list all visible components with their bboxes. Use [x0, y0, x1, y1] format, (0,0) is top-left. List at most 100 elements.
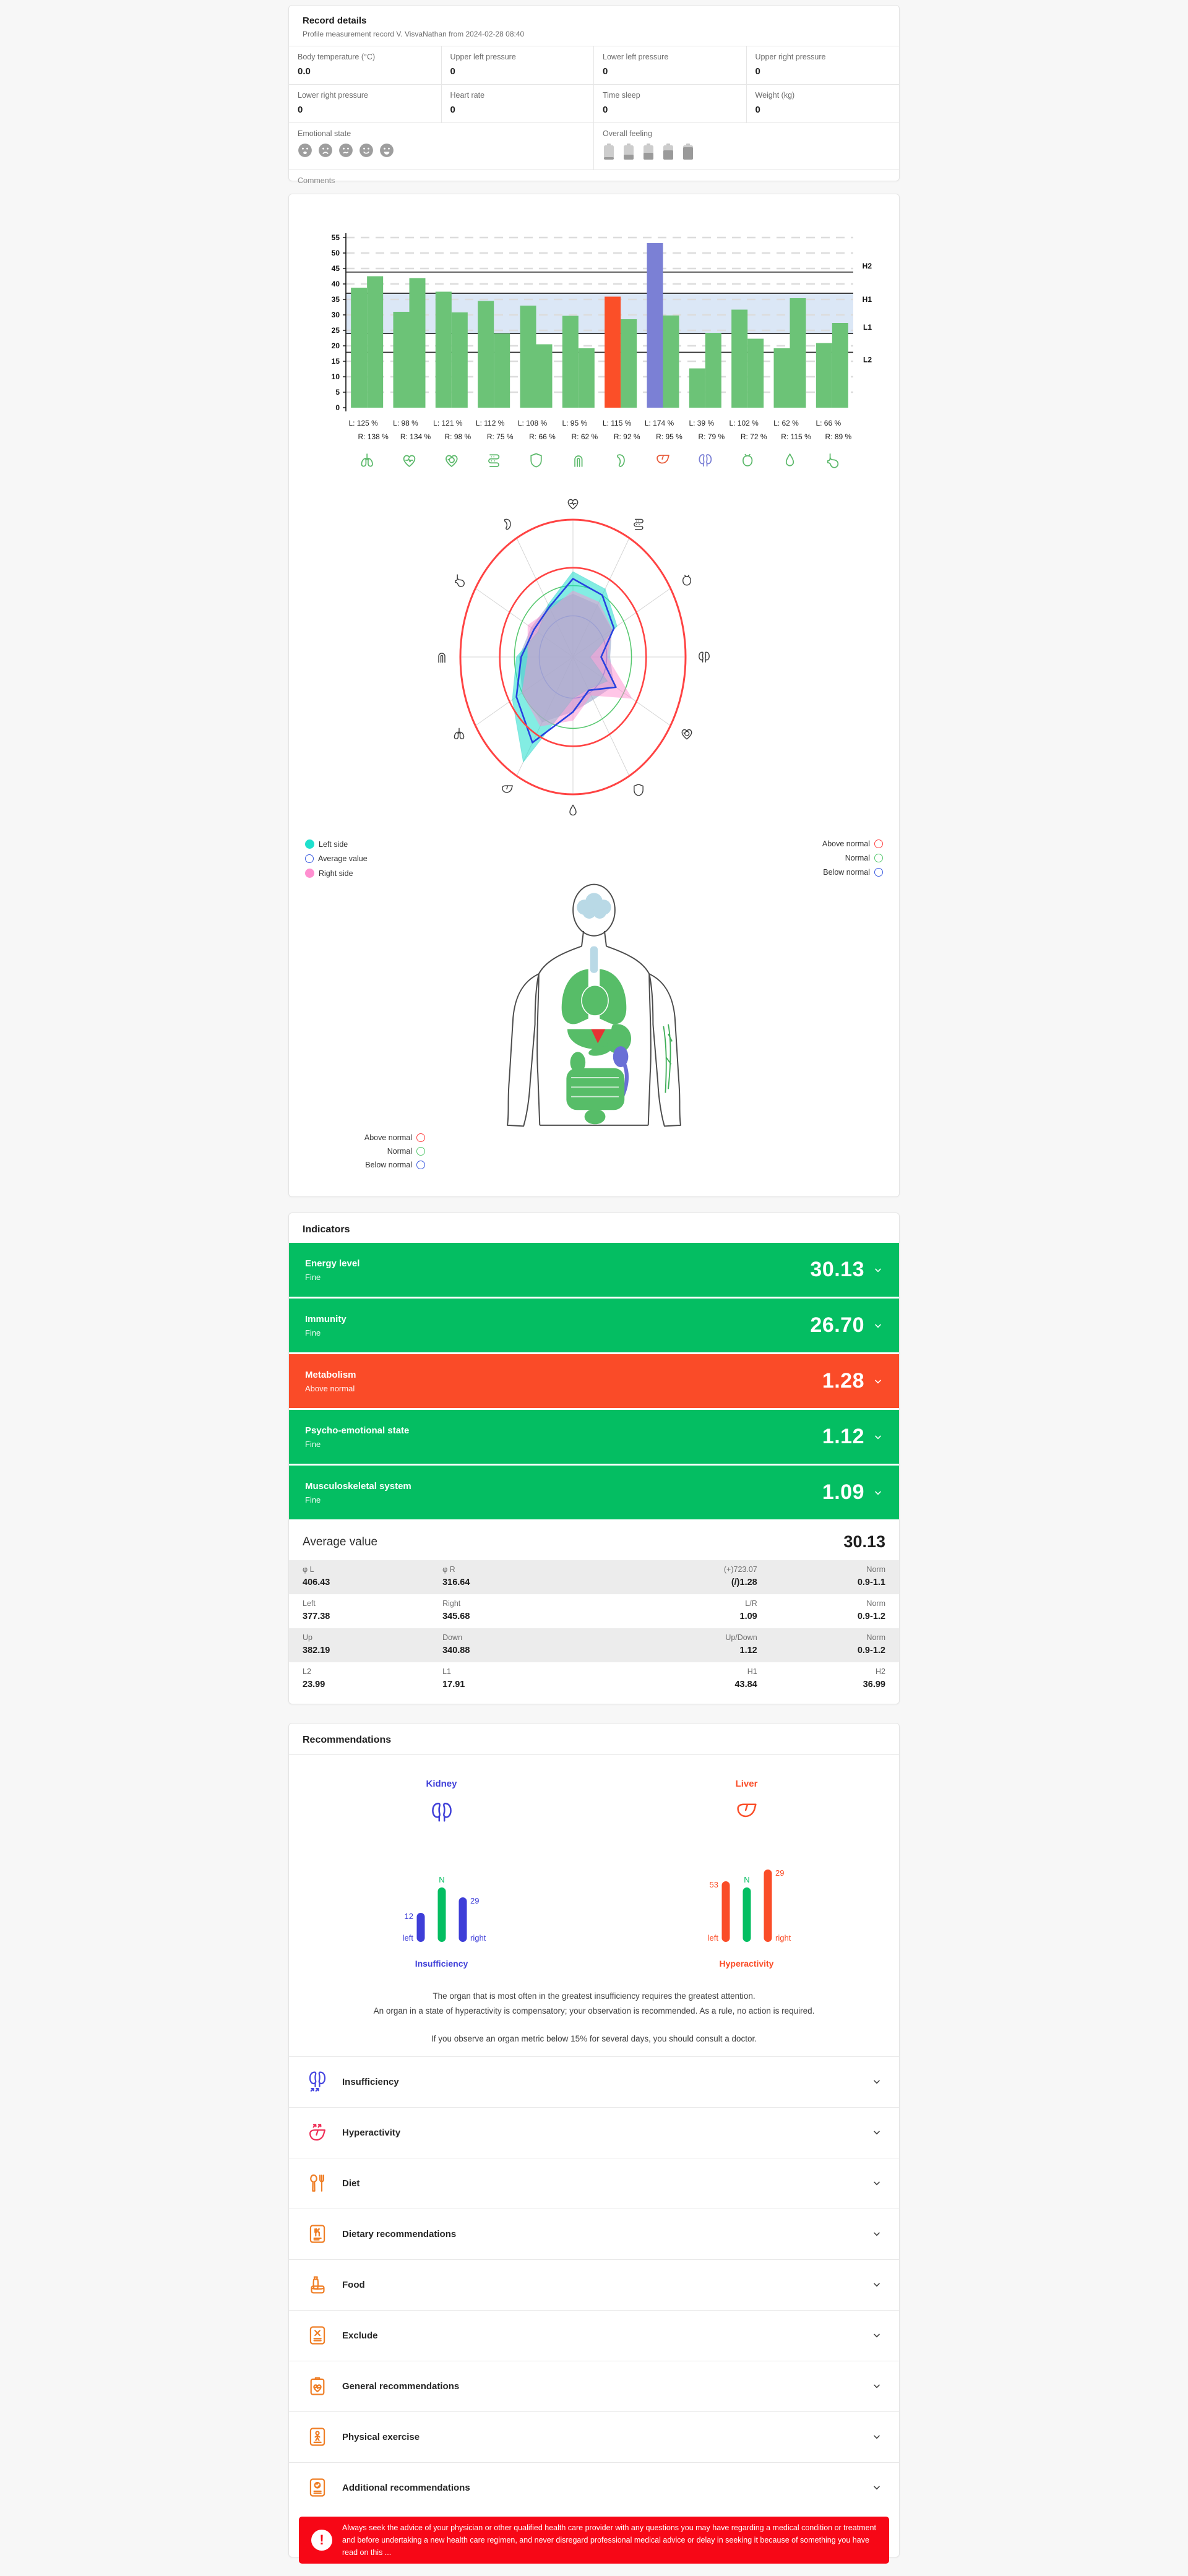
overall-feeling-cell: Overall feeling: [594, 123, 899, 170]
smile-face-icon[interactable]: [359, 143, 374, 161]
bar-left-cardiovascular: [435, 291, 452, 408]
record-fields-grid: Body temperature (°C) 0.0 Upper left press…: [289, 46, 899, 123]
green-ring-swatch: [874, 854, 883, 862]
bar-right-intestines: [494, 333, 510, 408]
svg-text:L: 39 %: L: 39 %: [689, 419, 714, 427]
chevron-down-icon[interactable]: [873, 1265, 883, 1275]
average-cell: L1 17.91: [442, 1667, 582, 1691]
indicator-row-energy-level[interactable]: Energy level Fine 30.13: [289, 1243, 899, 1297]
comments-field[interactable]: Comments: [298, 176, 335, 185]
average-cell: Norm 0.9-1.2: [757, 1633, 885, 1657]
svg-text:N: N: [744, 1875, 749, 1884]
battery-100-icon[interactable]: [682, 143, 694, 163]
chevron-down-icon[interactable]: [872, 2381, 882, 2391]
average-cell: φ R 316.64: [442, 1565, 582, 1589]
svg-text:H2: H2: [863, 262, 872, 270]
grin-face-icon[interactable]: [379, 143, 394, 161]
svg-text:29: 29: [470, 1896, 479, 1905]
chevron-down-icon[interactable]: [873, 1432, 883, 1442]
svg-text:R: 115 %: R: 115 %: [781, 432, 811, 441]
note-line: If you observe an organ metric below 15%…: [431, 2034, 757, 2044]
indicator-state: Fine: [305, 1272, 321, 1282]
overall-feeling-label: Overall feeling: [603, 129, 652, 138]
svg-text:L: 108 %: L: 108 %: [518, 419, 548, 427]
indicator-name: Musculoskeletal system: [305, 1480, 411, 1492]
bar-left-lungs: [351, 288, 368, 408]
svg-text:25: 25: [332, 326, 340, 335]
bar-right-stomach: [832, 323, 848, 408]
cardiovascular-icon: [446, 455, 458, 467]
battery-40-icon[interactable]: [622, 143, 635, 163]
radar-chart-svg: [438, 499, 710, 816]
chevron-down-icon[interactable]: [873, 1488, 883, 1498]
body-status-legend: Above normal Normal Below normal: [289, 1133, 425, 1169]
accordion-diet[interactable]: Diet: [289, 2157, 899, 2209]
indicator-row-immunity[interactable]: Immunity Fine 26.70: [289, 1299, 899, 1352]
svg-text:R: 75 %: R: 75 %: [487, 432, 514, 441]
accordion-physical-exercise[interactable]: Physical exercise: [289, 2411, 899, 2462]
record-field: Lower left pressure 0: [594, 46, 747, 85]
bar-left-bladder: [731, 309, 748, 408]
accordion-hyperactivity[interactable]: Hyperactivity: [289, 2106, 899, 2158]
cell-label: Up: [303, 1633, 312, 1642]
accordion-food[interactable]: Food: [289, 2259, 899, 2310]
organ-caption: Hyperactivity: [719, 1959, 774, 1968]
indicator-rows: Energy level Fine 30.13 Immunity Fine 26.70 Me…: [289, 1243, 899, 1519]
svg-text:R: 138 %: R: 138 %: [358, 432, 389, 441]
colon-icon: [438, 653, 446, 663]
average-cell: L/R 1.09: [582, 1599, 757, 1623]
emotional-state-picker[interactable]: [298, 143, 585, 161]
chevron-down-icon[interactable]: [872, 2483, 882, 2492]
legend-item: Above normal: [822, 839, 883, 848]
chevron-down-icon[interactable]: [872, 2127, 882, 2137]
very-sad-face-icon[interactable]: [298, 143, 312, 161]
chevron-down-icon[interactable]: [872, 2432, 882, 2442]
indicator-value: 1.28: [822, 1369, 864, 1393]
chevron-down-icon[interactable]: [872, 2280, 882, 2290]
svg-text:left: left: [707, 1933, 718, 1943]
liver-up-arrows-icon: [309, 2124, 325, 2141]
sad-face-icon[interactable]: [318, 143, 333, 161]
record-field: Heart rate 0: [441, 85, 594, 123]
battery-20-icon[interactable]: [603, 143, 615, 163]
chevron-down-icon[interactable]: [872, 2330, 882, 2340]
svg-text:29: 29: [775, 1868, 784, 1878]
svg-text:R: 79 %: R: 79 %: [698, 432, 725, 441]
warning-text: Always seek the advice of your physician…: [342, 2523, 876, 2557]
accordion-insufficiency[interactable]: Insufficiency: [289, 2056, 899, 2107]
accordion-additional-recommendations[interactable]: Additional recommendations: [289, 2462, 899, 2513]
radar-legend: Left side Average value Right side Above n…: [289, 839, 899, 878]
chevron-down-icon[interactable]: [872, 2178, 882, 2188]
legend-item: Normal: [822, 854, 883, 862]
indicator-row-psycho-emotional-state[interactable]: Psycho-emotional state Fine 1.12: [289, 1410, 899, 1464]
accordion-general-recommendations[interactable]: General recommendations: [289, 2360, 899, 2411]
cell-value: 0.9-1.2: [857, 1646, 885, 1655]
record-field: Time sleep 0: [594, 85, 747, 123]
field-value: 0: [755, 105, 760, 115]
chevron-down-icon[interactable]: [873, 1376, 883, 1386]
field-label: Heart rate: [450, 91, 485, 100]
svg-text:R: 98 %: R: 98 %: [444, 432, 471, 441]
chevron-down-icon[interactable]: [872, 2229, 882, 2239]
indicator-row-metabolism[interactable]: Metabolism Above normal 1.28: [289, 1354, 899, 1408]
svg-text:L: 112 %: L: 112 %: [476, 419, 505, 427]
svg-text:R: 92 %: R: 92 %: [614, 432, 640, 441]
chevron-down-icon[interactable]: [873, 1321, 883, 1331]
bar-left-heart: [393, 312, 410, 408]
indicator-row-musculoskeletal-system[interactable]: Musculoskeletal system Fine 1.09: [289, 1466, 899, 1519]
lungs-icon: [454, 728, 465, 740]
battery-75-icon[interactable]: [662, 143, 674, 163]
battery-55-icon[interactable]: [642, 143, 655, 163]
record-details-header: Record details Profile measurement recor…: [289, 6, 899, 46]
bar-left-intestines: [478, 301, 494, 408]
overall-feeling-picker[interactable]: [603, 143, 890, 163]
accordion-label: Food: [342, 2279, 365, 2290]
confused-face-icon[interactable]: [338, 143, 353, 161]
cell-value: 345.68: [442, 1612, 470, 1621]
accordion-dietary-recommendations[interactable]: Dietary recommendations: [289, 2208, 899, 2259]
accordion-exclude[interactable]: Exclude: [289, 2309, 899, 2361]
cell-label: H2: [876, 1667, 885, 1676]
chevron-down-icon[interactable]: [872, 2077, 882, 2087]
recommendations-card: Recommendations Kidney 12 N 29 left right Insu…: [288, 1723, 900, 2564]
